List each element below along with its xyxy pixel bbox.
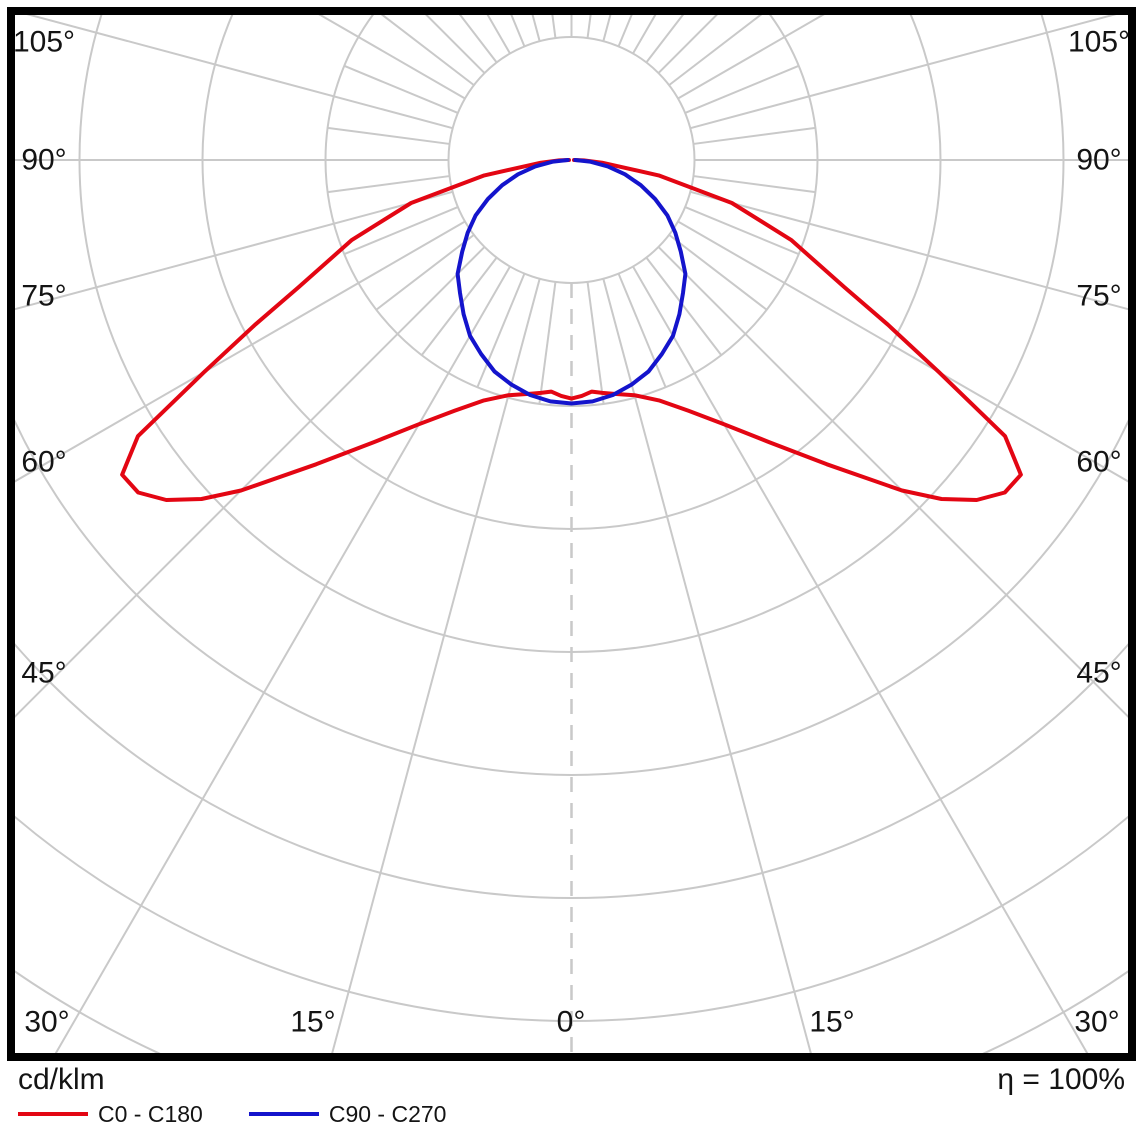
grid-spoke-major xyxy=(690,15,1117,130)
legend: C0 - C180 C90 - C270 xyxy=(18,1101,1125,1127)
grid-spoke-major xyxy=(657,246,1128,718)
angle-label-bottom: 30° xyxy=(24,1006,69,1039)
grid-spoke-major xyxy=(15,246,486,718)
grid-spoke-minor xyxy=(668,15,763,86)
angle-label-side: 90° xyxy=(21,144,66,177)
grid-spoke-minor xyxy=(684,64,800,114)
angle-label-bottom: 0° xyxy=(557,1006,586,1039)
c90-c270-line-swatch xyxy=(248,1112,319,1116)
angle-label-side: 45° xyxy=(21,657,66,690)
grid-spoke-major xyxy=(15,220,466,483)
grid-spoke-minor xyxy=(617,15,633,47)
grid-spoke-minor xyxy=(343,206,459,256)
angle-label-side: 105° xyxy=(13,26,75,59)
angle-label-bottom: 15° xyxy=(809,1006,854,1039)
grid-spoke-minor xyxy=(586,281,605,405)
angle-label-bottom: 15° xyxy=(290,1006,335,1039)
grid-spoke-minor xyxy=(420,256,498,356)
grid-spoke-minor xyxy=(327,175,450,194)
curve-C90-C270 xyxy=(455,158,688,406)
legend-item-c90-c270: C90 - C270 xyxy=(248,1101,447,1127)
grid-spoke-major xyxy=(331,278,541,1053)
legend-item-c0-c180: C0 - C180 xyxy=(18,1101,203,1127)
grid-spoke-minor xyxy=(693,126,816,145)
grid-spoke-major xyxy=(15,190,453,311)
grid-spoke-minor xyxy=(458,15,498,64)
grid-spoke-minor xyxy=(551,15,557,39)
grid-spoke-minor xyxy=(476,273,526,388)
grid-spoke-major xyxy=(602,278,812,1053)
grid-spoke-major xyxy=(26,15,453,130)
grid-spoke-minor xyxy=(645,15,685,64)
c0-c180-line-swatch xyxy=(18,1112,88,1116)
grid-spoke-minor xyxy=(684,206,800,256)
angle-label-side: 75° xyxy=(1076,280,1121,313)
curve-C0-C180 xyxy=(120,158,1023,502)
grid-spoke-minor xyxy=(617,273,667,388)
angle-label-side: 75° xyxy=(21,280,66,313)
grid-spoke-major xyxy=(602,15,612,42)
grid-spoke-minor xyxy=(343,64,459,114)
chart-footer: cd/klm η = 100% C0 - C180 C90 - C270 xyxy=(0,1061,1143,1127)
grid-spoke-major xyxy=(677,220,1128,483)
grid-spoke-major xyxy=(531,15,541,42)
angle-label-side: 45° xyxy=(1076,657,1121,690)
angle-label-side: 60° xyxy=(21,446,66,479)
angle-label-bottom: 30° xyxy=(1074,1006,1119,1039)
units-label: cd/klm xyxy=(18,1063,105,1096)
grid-ring xyxy=(15,643,1128,899)
c90-c270-label: C90 - C270 xyxy=(328,1101,447,1127)
angle-label-side: 60° xyxy=(1076,446,1121,479)
grid-spoke-major xyxy=(632,266,1089,1053)
grid-spoke-minor xyxy=(668,234,768,311)
grid-spoke-minor xyxy=(510,15,526,47)
efficiency-label: η = 100% xyxy=(997,1063,1125,1096)
c0-c180-label: C0 - C180 xyxy=(98,1101,203,1127)
angle-label-side: 105° xyxy=(1068,26,1130,59)
grid-spoke-minor xyxy=(380,15,475,86)
grid-spoke-minor xyxy=(327,126,450,145)
angle-label-side: 90° xyxy=(1076,144,1121,177)
grid-ring xyxy=(15,419,1128,776)
grid-spoke-minor xyxy=(375,234,475,311)
plot-frame xyxy=(7,7,1136,1061)
grid-ring xyxy=(447,36,696,284)
footer-top-row: cd/klm η = 100% xyxy=(18,1063,1125,1097)
grid-spoke-major xyxy=(690,190,1128,311)
grid-spoke-minor xyxy=(693,175,816,194)
grid-spoke-minor xyxy=(645,256,723,356)
grid-spoke-major xyxy=(54,266,511,1053)
grid-spoke-minor xyxy=(586,15,592,39)
grid-spoke-minor xyxy=(538,281,557,405)
